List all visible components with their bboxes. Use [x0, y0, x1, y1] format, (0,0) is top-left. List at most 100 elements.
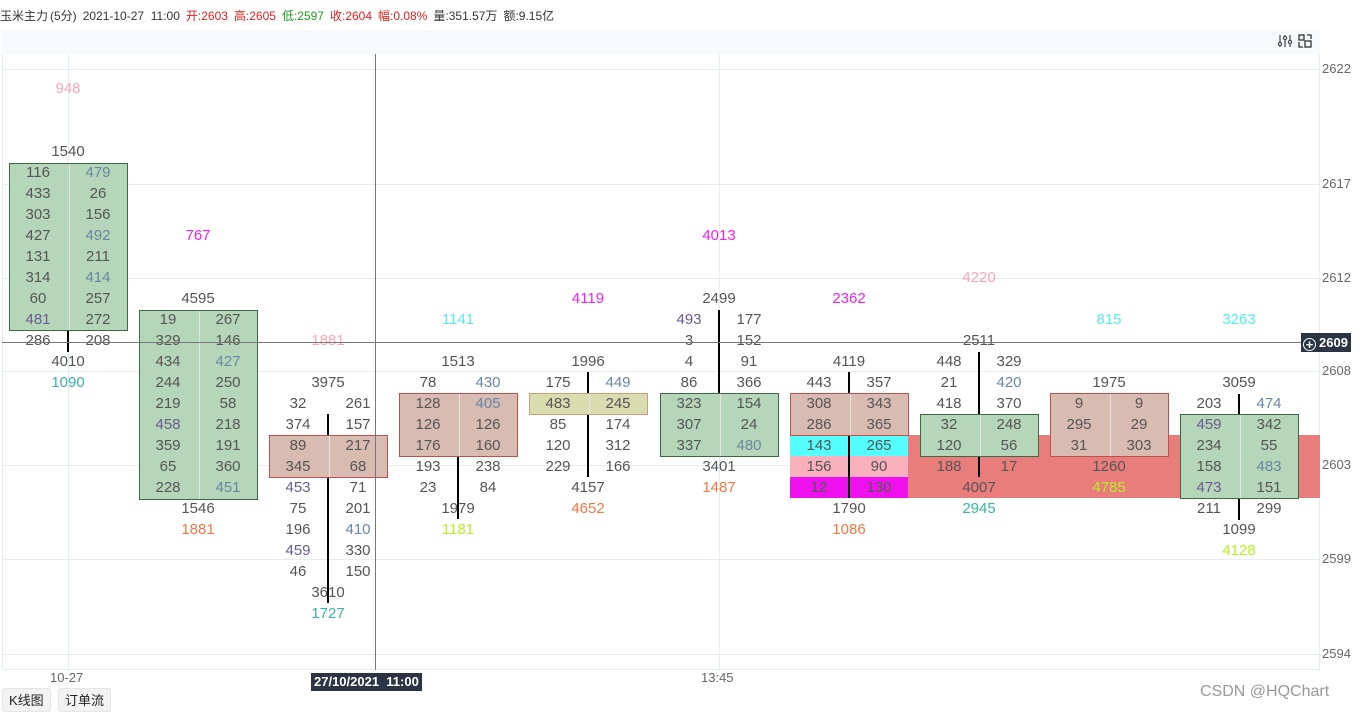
ask-volume-cell: 272 [85, 311, 111, 328]
tab-kline[interactable]: K线图 [2, 688, 51, 712]
delta-bottom-label: 1487 [702, 479, 736, 496]
ask-volume-cell: 492 [85, 227, 111, 244]
window-layout-icon[interactable] [1296, 33, 1314, 51]
bid-volume-cell: 211 [1197, 500, 1221, 517]
bid-volume-cell: 60 [29, 290, 47, 307]
add-icon[interactable]: + [1303, 338, 1316, 351]
bid-volume-cell: 427 [25, 227, 51, 244]
bid-volume-cell: 443 [806, 374, 832, 391]
crosshair-price-label[interactable]: +2609 [1301, 333, 1351, 352]
bid-volume-cell: 9 [1074, 395, 1084, 412]
bid-volume-cell: 32 [289, 395, 307, 412]
price-tick-label: 2622 [1322, 61, 1351, 76]
ask-volume-cell: 71 [349, 479, 367, 496]
crosshair-time-label: 27/10/2021 11:00 [311, 673, 422, 691]
volume-top-label: 1996 [571, 353, 605, 370]
bid-volume-cell: 86 [680, 374, 698, 391]
ask-volume-cell: 91 [740, 353, 758, 370]
watermark: CSDN @HQChart [1200, 683, 1330, 700]
candle-body-down[interactable] [399, 393, 518, 457]
ask-volume-cell: 26 [89, 185, 107, 202]
bid-volume-cell: 126 [415, 416, 441, 433]
bid-volume-cell: 143 [806, 437, 832, 454]
ask-volume-cell: 211 [86, 248, 110, 265]
ask-volume-cell: 29 [1130, 416, 1148, 433]
ask-volume-cell: 151 [1256, 479, 1282, 496]
volume-bottom-label: 4157 [571, 479, 605, 496]
price-tick-label: 2612 [1322, 270, 1351, 285]
candle-body-up[interactable] [9, 163, 128, 331]
ask-volume-cell: 420 [996, 374, 1022, 391]
bid-volume-cell: 85 [549, 416, 567, 433]
bid-volume-cell: 158 [1196, 458, 1222, 475]
delta-bottom-label: 1090 [51, 374, 85, 391]
candle-body-down[interactable] [269, 435, 388, 478]
bid-volume-cell: 286 [806, 416, 832, 433]
bid-volume-cell: 21 [940, 374, 958, 391]
bid-volume-cell: 75 [289, 500, 307, 517]
crosshair-vertical [375, 54, 376, 670]
volume-bottom-label: 1546 [181, 500, 215, 517]
ask-volume-cell: 55 [1260, 437, 1278, 454]
candle-body-up[interactable] [660, 393, 779, 457]
delta-bottom-label: 1181 [441, 521, 475, 538]
bid-volume-cell: 120 [545, 437, 571, 454]
grid-line-horizontal [2, 69, 1320, 70]
delta-bottom-label: 4128 [1222, 542, 1256, 559]
bid-volume-cell: 188 [936, 458, 962, 475]
wick [67, 330, 69, 352]
amount: 额:9.15亿 [503, 9, 555, 23]
delta-top-label: 948 [55, 80, 81, 97]
ask-volume-cell: 152 [736, 332, 762, 349]
delta-bottom-label: 4785 [1092, 479, 1126, 496]
bid-volume-cell: 481 [25, 311, 51, 328]
bid-volume-cell: 374 [285, 416, 311, 433]
bid-volume-cell: 175 [545, 374, 571, 391]
volume-top-label: 1540 [51, 143, 85, 160]
grid-line-horizontal [2, 559, 1320, 560]
ask-volume-cell: 303 [1126, 437, 1152, 454]
volume-top-label: 1975 [1092, 374, 1126, 391]
bid-volume-cell: 228 [155, 479, 181, 496]
volume-bottom-label: 4010 [51, 353, 85, 370]
bid-volume-cell: 418 [936, 395, 962, 412]
candle-body-up[interactable] [920, 414, 1039, 457]
ask-volume-cell: 449 [605, 374, 631, 391]
quote-header: 玉米主力 (5分) 2021-10-27 11:00 开:2603 高:2605 低:25… [0, 0, 1360, 30]
ask-volume-cell: 299 [1256, 500, 1282, 517]
wick [587, 372, 589, 394]
volume-top-label: 2499 [702, 290, 736, 307]
bid-volume-cell: 196 [285, 521, 311, 538]
ask-volume-cell: 261 [345, 395, 371, 412]
time-tick-label: 10-27 [50, 670, 84, 685]
volume-bottom-label: 1790 [832, 500, 866, 517]
bid-volume-cell: 308 [806, 395, 832, 412]
ask-volume-cell: 160 [475, 437, 501, 454]
ask-volume-cell: 218 [215, 416, 241, 433]
tab-order-flow[interactable]: 订单流 [58, 688, 112, 712]
candle-body-up[interactable] [1180, 414, 1299, 499]
delta-bottom-label: 4652 [571, 500, 605, 517]
ask-volume-cell: 250 [215, 374, 241, 391]
candle-body-up[interactable] [139, 310, 258, 500]
wick [718, 310, 720, 394]
delta-bottom-label: 1727 [311, 605, 345, 622]
candle-body-flat[interactable] [529, 393, 648, 415]
ask-volume-cell: 410 [345, 521, 371, 538]
wick [1238, 498, 1240, 520]
bid-volume-cell: 4 [684, 353, 694, 370]
ask-volume-cell: 146 [215, 332, 241, 349]
volume-bottom-label: 1979 [441, 500, 475, 517]
candle-body-down[interactable] [1050, 393, 1169, 457]
wick [587, 414, 589, 477]
delta-top-label: 1141 [441, 311, 475, 328]
bid-volume-cell: 314 [25, 269, 51, 286]
ask-volume-cell: 479 [85, 164, 111, 181]
ask-volume-cell: 191 [215, 437, 241, 454]
grid-line-vertical [719, 54, 720, 670]
ask-volume-cell: 90 [870, 458, 888, 475]
candle-body-down[interactable] [790, 393, 909, 436]
bid-volume-cell: 193 [415, 458, 441, 475]
volume: 量:351.57万 [433, 9, 498, 23]
sliders-icon[interactable] [1276, 33, 1294, 51]
